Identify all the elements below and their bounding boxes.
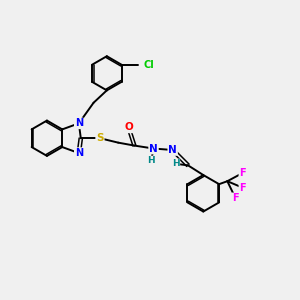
Text: N: N <box>168 145 177 155</box>
Text: Cl: Cl <box>143 60 154 70</box>
Text: F: F <box>239 168 246 178</box>
Text: N: N <box>149 143 158 154</box>
Text: F: F <box>239 183 246 193</box>
Text: N: N <box>75 118 83 128</box>
Text: S: S <box>96 133 104 143</box>
Text: F: F <box>232 193 239 203</box>
Text: H: H <box>172 159 179 168</box>
Text: O: O <box>124 122 133 132</box>
Text: N: N <box>75 148 83 158</box>
Text: H: H <box>147 156 155 165</box>
